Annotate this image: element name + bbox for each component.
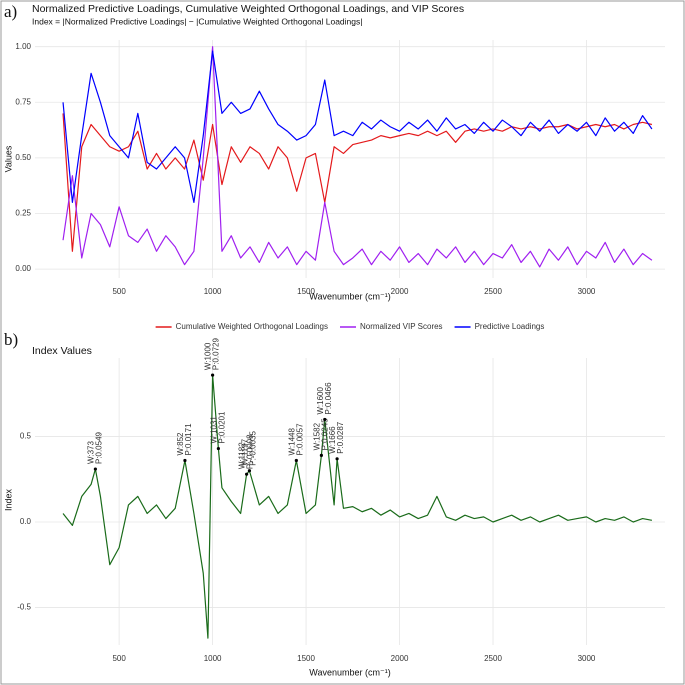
annotation-label: W:1582 — [313, 422, 322, 450]
annotation-point — [319, 453, 323, 457]
y-tick-label: 0.50 — [15, 153, 31, 162]
annotation-label: W:1448 — [287, 428, 296, 456]
x-axis-title: Wavenumber (cm⁻¹) — [309, 667, 390, 677]
y-axis-title: Values — [3, 145, 13, 172]
annotation-point — [183, 458, 187, 463]
chart-title: Index Values — [32, 345, 92, 357]
x-tick-label: 500 — [112, 287, 126, 296]
annotation-label: W:852 — [176, 432, 185, 456]
legend-label: Normalized VIP Scores — [360, 322, 443, 331]
annotation-point — [323, 417, 327, 422]
y-tick-label: 0.00 — [15, 264, 31, 273]
chart-title: Normalized Predictive Loadings, Cumulati… — [32, 3, 464, 15]
x-tick-label: 3000 — [578, 654, 596, 663]
annotation-label: P:0.0171 — [184, 423, 193, 456]
annotation-label: P:-0.0035 — [249, 431, 258, 466]
data-line — [62, 50, 653, 203]
annotation-label: P:0.0549 — [94, 431, 103, 464]
annotation-point — [247, 469, 252, 473]
annotation-point — [245, 472, 249, 476]
x-tick-label: 2000 — [391, 654, 409, 663]
annotation-label: P:0.0245 — [321, 418, 330, 451]
x-tick-label: 1000 — [204, 287, 222, 296]
annotation-label: W:1000 — [204, 342, 213, 370]
legend: Cumulative Weighted Orthogonal Loadings N… — [155, 322, 545, 331]
annotation-point — [93, 467, 97, 471]
y-tick-label: -0.5 — [17, 603, 31, 612]
legend-label: Cumulative Weighted Orthogonal Loadings — [176, 322, 328, 331]
panel-label: a) — [4, 2, 17, 21]
annotation-point — [335, 457, 339, 461]
y-tick-label: 0.25 — [15, 209, 31, 218]
annotation-label: W:1666 — [328, 426, 337, 454]
annotation-label: P:0.0057 — [295, 423, 304, 456]
annotation-point — [210, 373, 215, 377]
annotation-point — [216, 446, 220, 451]
x-axis-title: Wavenumber (cm⁻¹) — [309, 291, 390, 301]
data-line — [62, 46, 653, 268]
y-tick-label: 1.00 — [15, 42, 31, 51]
y-tick-label: 0.0 — [20, 517, 32, 526]
y-tick-label: 0.75 — [15, 97, 31, 106]
x-tick-label: 2000 — [391, 287, 409, 296]
x-tick-label: 2500 — [484, 654, 502, 663]
annotation-label: W:1197 — [241, 438, 250, 465]
x-tick-label: 1500 — [297, 287, 315, 296]
annotation-label: P:-0.0008 — [246, 434, 255, 469]
panel-label: b) — [4, 330, 18, 349]
annotation-point — [294, 458, 298, 463]
annotation-label: P:0.0287 — [336, 421, 345, 454]
annotation-label: W:1182 — [238, 442, 247, 469]
x-tick-label: 3000 — [578, 287, 596, 296]
x-tick-label: 1000 — [204, 654, 222, 663]
annotation-label: W:373 — [86, 441, 95, 465]
x-tick-label: 2500 — [484, 287, 502, 296]
annotation-label: P:0.0201 — [218, 411, 227, 444]
x-tick-label: 500 — [112, 654, 126, 663]
annotation-label: W:1600 — [316, 387, 325, 415]
annotation-label: P:0.0466 — [324, 382, 333, 415]
annotation-label: W:1031 — [210, 416, 219, 444]
annotation-label: P:0.0729 — [212, 338, 221, 371]
y-axis-title: Index — [3, 488, 13, 511]
data-line — [62, 374, 653, 639]
x-tick-label: 1500 — [297, 654, 315, 663]
chart-subtitle: Index = |Normalized Predictive Loadings|… — [32, 16, 362, 26]
legend-label: Predictive Loadings — [475, 322, 545, 331]
y-tick-label: 0.5 — [20, 432, 32, 441]
